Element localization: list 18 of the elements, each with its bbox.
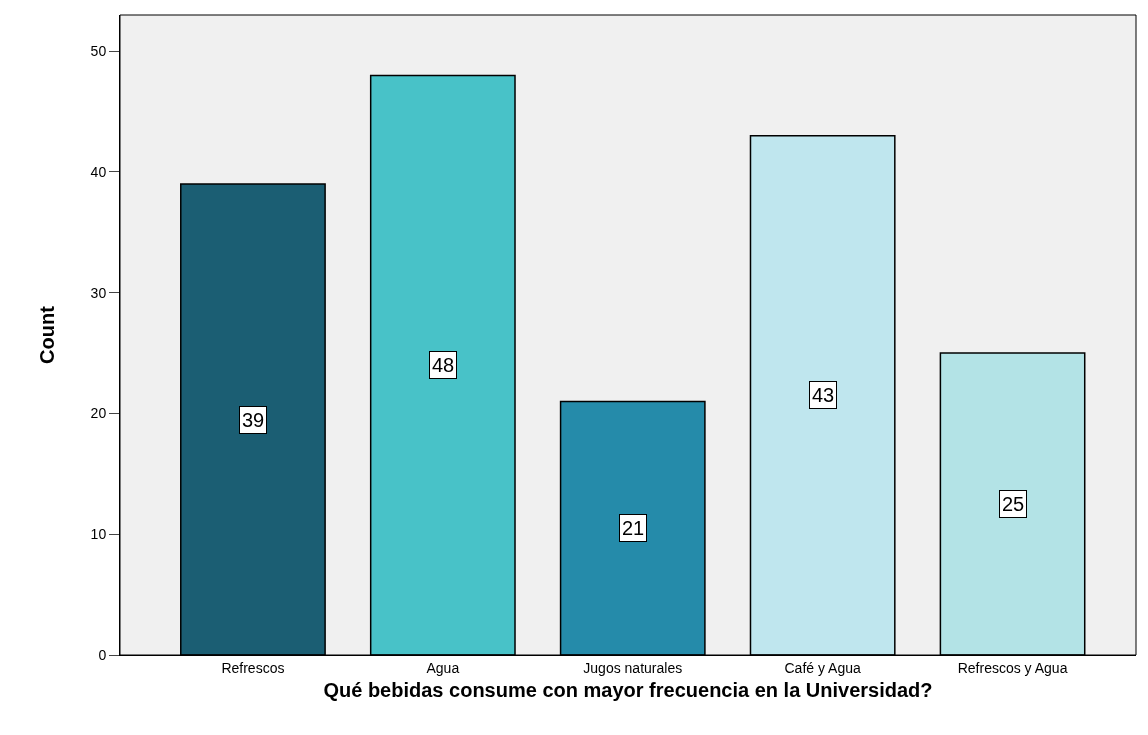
data-label: 21 [622, 517, 645, 539]
x-tick-label: Refrescos y Agua [957, 659, 1068, 676]
data-label: 25 [1002, 493, 1025, 515]
y-tick-label: 50 [90, 43, 107, 60]
data-label: 43 [812, 384, 835, 406]
x-tick-label: Agua [426, 659, 460, 676]
y-tick-label: 10 [90, 526, 107, 543]
y-tick-label: 30 [90, 284, 107, 301]
y-tick-label: 0 [98, 646, 107, 663]
x-tick-label: Refrescos [221, 659, 285, 676]
y-tick-label: 40 [90, 163, 107, 180]
x-tick-label: Café y Agua [784, 659, 861, 676]
data-label: 48 [432, 354, 455, 376]
data-label: 39 [242, 409, 265, 431]
x-tick-label: Jugos naturales [583, 659, 683, 676]
y-axis-title: Count [36, 305, 59, 364]
y-tick-label: 20 [90, 405, 107, 422]
x-axis-title: Qué bebidas consume con mayor frecuencia en la Universidad? [323, 679, 933, 702]
